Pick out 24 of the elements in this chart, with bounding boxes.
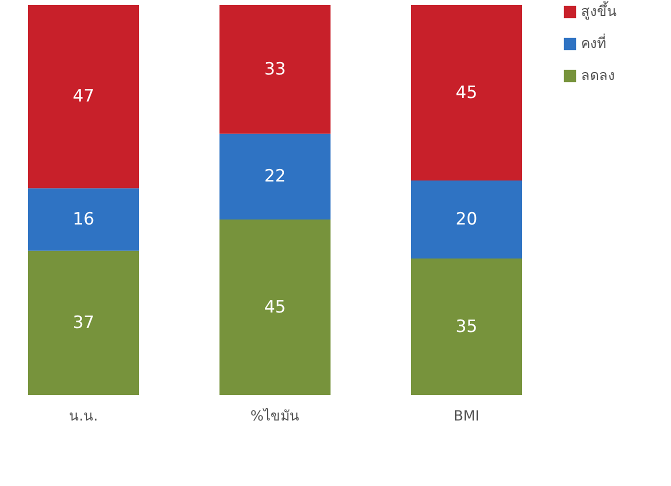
bar (28, 188, 140, 251)
data-label: 45 (264, 297, 286, 318)
x-tick-label: %ไขมัน (250, 408, 300, 424)
bar (219, 5, 331, 134)
bar (219, 220, 331, 395)
data-label: 45 (456, 82, 478, 103)
bar (28, 250, 140, 395)
data-label: 47 (72, 86, 94, 107)
x-tick-label: BMI (454, 408, 480, 424)
legend-label: สูงขึ้น (581, 1, 617, 20)
data-label: 35 (456, 316, 478, 337)
data-label: 22 (264, 166, 286, 187)
legend-label: คงที่ (581, 34, 606, 52)
x-tick-label: น.น. (69, 408, 98, 424)
data-label: 16 (72, 210, 94, 230)
bar (28, 5, 140, 188)
bar (219, 134, 331, 220)
bar (410, 258, 522, 395)
bar (410, 180, 522, 258)
bar (410, 5, 522, 180)
data-label: 33 (264, 59, 286, 80)
data-label: 20 (456, 210, 478, 230)
data-label: 37 (72, 312, 94, 333)
legend-label: ลดลง (581, 68, 615, 84)
